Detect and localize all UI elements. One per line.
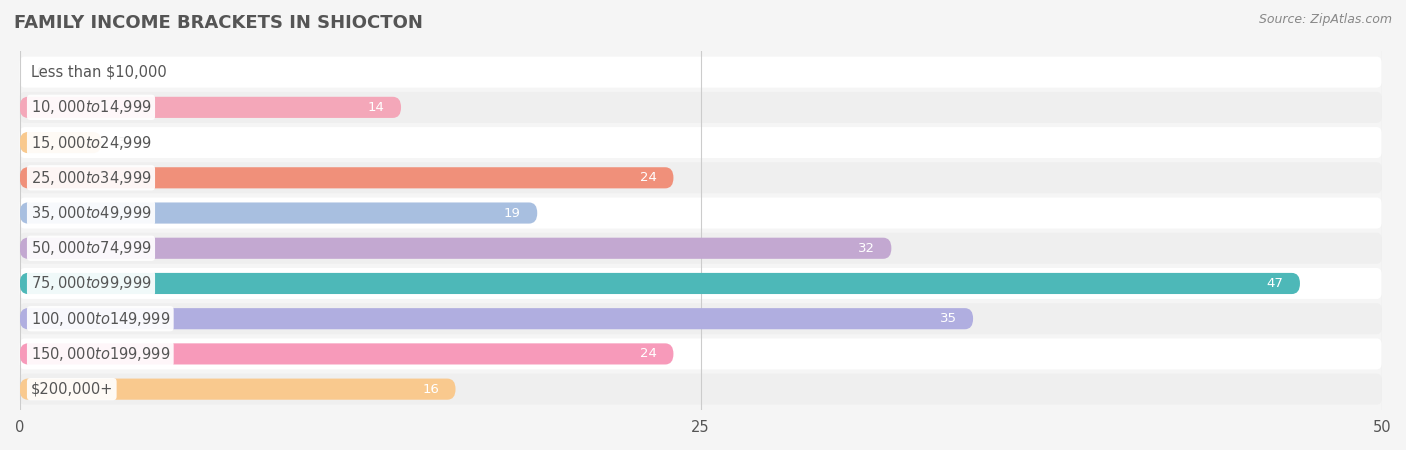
Text: Less than $10,000: Less than $10,000: [31, 65, 166, 80]
Text: $150,000 to $199,999: $150,000 to $199,999: [31, 345, 170, 363]
Text: 47: 47: [1267, 277, 1284, 290]
FancyBboxPatch shape: [20, 127, 1382, 158]
FancyBboxPatch shape: [20, 198, 1382, 229]
Text: Source: ZipAtlas.com: Source: ZipAtlas.com: [1258, 14, 1392, 27]
FancyBboxPatch shape: [20, 308, 973, 329]
FancyBboxPatch shape: [20, 343, 673, 365]
Text: $75,000 to $99,999: $75,000 to $99,999: [31, 274, 152, 292]
Text: $200,000+: $200,000+: [31, 382, 112, 396]
Text: $15,000 to $24,999: $15,000 to $24,999: [31, 134, 152, 152]
FancyBboxPatch shape: [20, 273, 1301, 294]
Text: FAMILY INCOME BRACKETS IN SHIOCTON: FAMILY INCOME BRACKETS IN SHIOCTON: [14, 14, 423, 32]
FancyBboxPatch shape: [20, 374, 1382, 405]
Text: $50,000 to $74,999: $50,000 to $74,999: [31, 239, 152, 257]
FancyBboxPatch shape: [20, 57, 1382, 88]
FancyBboxPatch shape: [20, 92, 1382, 123]
Text: 3: 3: [118, 136, 127, 149]
FancyBboxPatch shape: [20, 132, 101, 153]
FancyBboxPatch shape: [20, 233, 1382, 264]
Text: $100,000 to $149,999: $100,000 to $149,999: [31, 310, 170, 328]
Text: 0: 0: [37, 66, 45, 79]
FancyBboxPatch shape: [20, 167, 673, 189]
FancyBboxPatch shape: [20, 97, 401, 118]
FancyBboxPatch shape: [20, 202, 537, 224]
Text: 14: 14: [368, 101, 385, 114]
FancyBboxPatch shape: [20, 303, 1382, 334]
Text: $10,000 to $14,999: $10,000 to $14,999: [31, 99, 152, 117]
FancyBboxPatch shape: [20, 162, 1382, 194]
FancyBboxPatch shape: [20, 338, 1382, 369]
Text: 32: 32: [858, 242, 875, 255]
Text: 24: 24: [640, 171, 657, 184]
FancyBboxPatch shape: [20, 268, 1382, 299]
Text: 19: 19: [503, 207, 520, 220]
Text: 35: 35: [939, 312, 956, 325]
Text: $25,000 to $34,999: $25,000 to $34,999: [31, 169, 152, 187]
Text: 24: 24: [640, 347, 657, 360]
FancyBboxPatch shape: [20, 238, 891, 259]
Text: 16: 16: [422, 382, 439, 396]
FancyBboxPatch shape: [20, 378, 456, 400]
Text: $35,000 to $49,999: $35,000 to $49,999: [31, 204, 152, 222]
